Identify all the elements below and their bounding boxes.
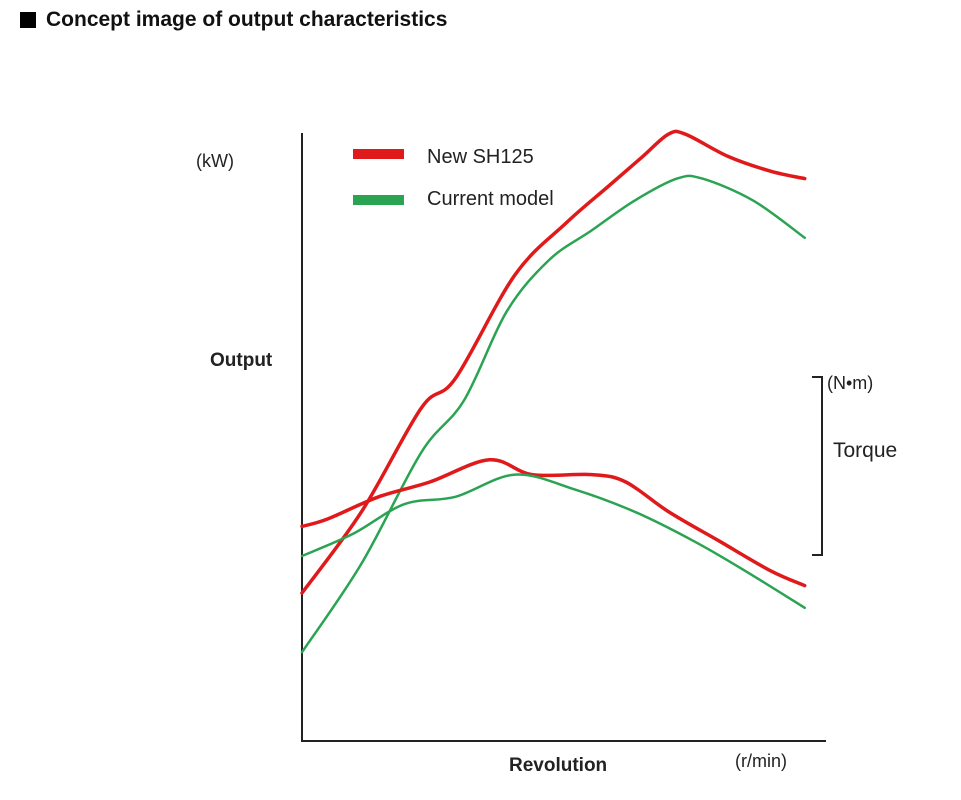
series-line-current-model-torque bbox=[300, 473, 806, 610]
y-unit-label: (kW) bbox=[196, 151, 234, 171]
series-line-current-model-output bbox=[300, 174, 806, 654]
series-line-new-sh125-torque bbox=[300, 458, 807, 588]
chart-title-block: Concept image of output characteristics bbox=[20, 8, 447, 32]
legend-label-current-model: Current model bbox=[427, 188, 554, 210]
x-unit-label: (r/min) bbox=[735, 751, 787, 771]
series-layer bbox=[300, 129, 807, 654]
series-line-new-sh125-output bbox=[300, 129, 807, 595]
legend: New SH125 Current model bbox=[353, 146, 554, 210]
legend-label-new-sh125: New SH125 bbox=[427, 146, 534, 168]
y2-unit-label: (N•m) bbox=[827, 373, 873, 393]
title-bullet-icon bbox=[20, 12, 36, 28]
chart-title: Concept image of output characteristics bbox=[46, 8, 448, 31]
legend-swatch-current-model bbox=[353, 195, 404, 205]
legend-swatch-new-sh125 bbox=[353, 149, 404, 159]
torque-bracket bbox=[812, 376, 823, 556]
y-axis-label: Output bbox=[210, 350, 273, 371]
x-axis-label: Revolution bbox=[509, 755, 607, 776]
y2-axis-label: Torque bbox=[833, 439, 897, 462]
axes bbox=[301, 133, 826, 742]
